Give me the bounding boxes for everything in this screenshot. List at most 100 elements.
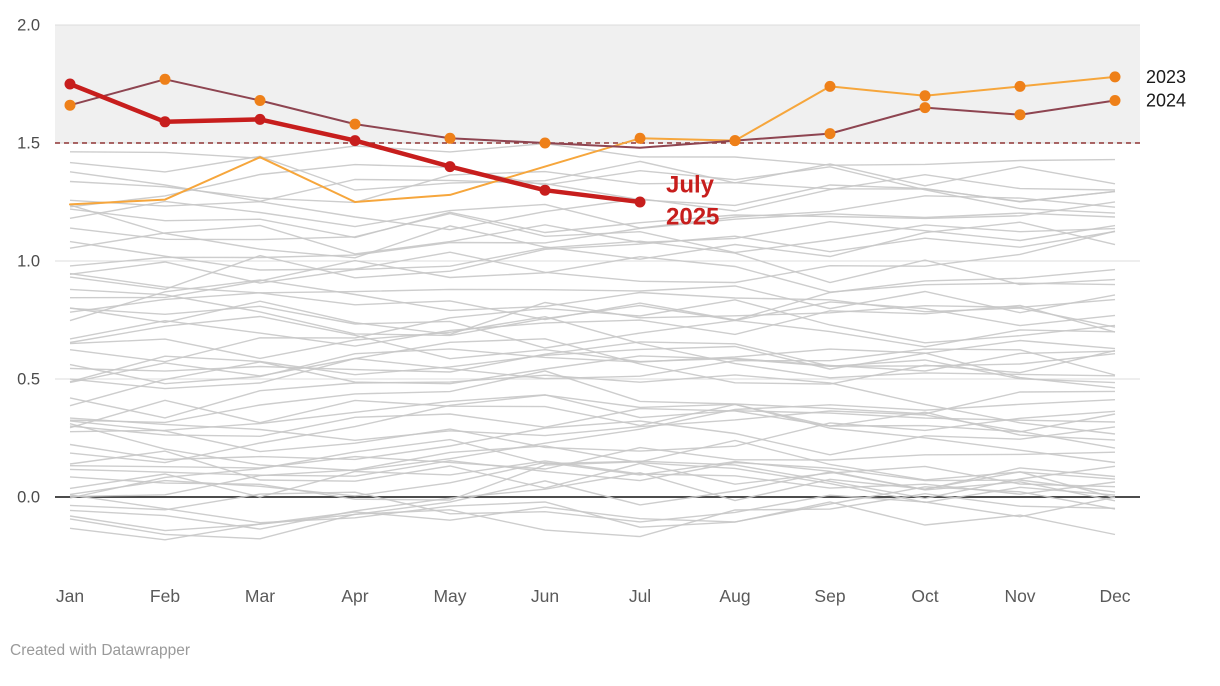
history-line [69, 212, 1116, 267]
month-label-Jul: Jul [629, 586, 651, 606]
history-line [69, 212, 1116, 254]
series-2025-dots [64, 78, 646, 208]
series-2023-dot-Jul [634, 132, 646, 144]
series-2025-dot-Mar [254, 113, 266, 125]
history-line [69, 410, 1116, 453]
y-tick-label-1.5: 1.5 [17, 135, 40, 153]
history-line [69, 315, 1116, 379]
history-line [69, 240, 1116, 286]
history-line [69, 394, 1116, 464]
y-tick-labels: 2.0 1.5 1.0 0.5 0.0 [17, 17, 40, 507]
history-line [69, 471, 1116, 532]
month-label-May: May [433, 586, 466, 606]
history-line [69, 255, 1116, 299]
history-line [69, 220, 1116, 255]
history-line [69, 204, 1116, 260]
series-2024-dot-Feb [159, 73, 171, 85]
history-line [69, 171, 1116, 207]
history-line [69, 304, 1116, 347]
y-tick-label-0.5: 0.5 [17, 371, 40, 389]
series-2024-dot-Jun [539, 137, 551, 149]
month-label-Jan: Jan [56, 586, 84, 606]
history-line [69, 459, 1116, 493]
history-line [69, 394, 1116, 433]
month-label-Mar: Mar [245, 586, 275, 606]
history-line [69, 341, 1116, 373]
history-line [69, 268, 1116, 321]
annotation-line-2: 2025 [666, 204, 719, 231]
month-label-Apr: Apr [341, 586, 368, 606]
datawrapper-credit[interactable]: Created with Datawrapper [10, 642, 191, 659]
month-label-Nov: Nov [1004, 586, 1035, 606]
history-line [69, 410, 1116, 449]
history-line [69, 315, 1116, 372]
month-label-Aug: Aug [719, 586, 750, 606]
annotation-line-1: July [666, 172, 715, 199]
month-label-Feb: Feb [150, 586, 180, 606]
series-2025-dot-Apr [349, 135, 361, 147]
history-line [69, 339, 1116, 383]
y-tick-label-2.0: 2.0 [17, 17, 40, 35]
history-line [69, 438, 1116, 500]
series-2024-dot-Apr [349, 118, 361, 130]
history-line [69, 348, 1116, 384]
history-line [69, 305, 1116, 349]
history-line [69, 230, 1116, 284]
series-2025-dot-May [444, 161, 456, 173]
series-2024-dot-Dec [1109, 95, 1121, 106]
history-line [69, 486, 1116, 541]
series-2025-dot-Jan [64, 78, 76, 90]
history-line [69, 399, 1116, 472]
history-line [69, 374, 1116, 435]
history-lines [69, 142, 1116, 541]
history-line [69, 348, 1116, 389]
above-threshold-band [55, 25, 1140, 143]
history-line [69, 445, 1116, 504]
series-2024-dot-Oct [919, 102, 931, 114]
month-label-Dec: Dec [1099, 586, 1130, 606]
history-line [69, 173, 1116, 231]
annotation-july-2025: July 2025 [666, 172, 719, 231]
series-2025-dot-Jul [634, 196, 646, 208]
history-line [69, 494, 1116, 536]
y-tick-label-1.0: 1.0 [17, 253, 40, 271]
series-2024-dot-Mar [254, 95, 266, 106]
history-line [69, 230, 1116, 291]
history-line [69, 420, 1116, 461]
history-line [69, 460, 1116, 497]
year-label-2024: 2024 [1146, 91, 1186, 111]
history-line [69, 407, 1116, 441]
history-line [69, 155, 1116, 191]
series-2024-dot-May [444, 132, 456, 144]
history-line [69, 439, 1116, 501]
month-label-Oct: Oct [911, 586, 938, 606]
series-2025-dot-Jun [539, 184, 551, 196]
month-label-Sep: Sep [814, 586, 845, 606]
series-2024-dots [64, 73, 1121, 149]
history-line [69, 142, 1116, 166]
history-line [69, 399, 1116, 433]
y-tick-label-0.0: 0.0 [17, 489, 40, 507]
series-2024-dot-Sep [824, 128, 836, 140]
line-chart: 2.0 1.5 1.0 0.5 0.0 2023 2024 July 2025 Jan Feb Mar… [17, 17, 1186, 607]
series-2023-line [69, 75, 1116, 206]
history-line [69, 446, 1116, 470]
history-line [69, 285, 1116, 314]
history-line [69, 298, 1116, 336]
series-2024-line [69, 78, 1116, 149]
series-2023-dot-Nov [1014, 80, 1026, 92]
series-2024-dot-Nov [1014, 109, 1026, 121]
series-2023-dot-Oct [919, 90, 931, 102]
history-line [69, 370, 1116, 424]
month-label-Jun: Jun [531, 586, 559, 606]
month-labels: Jan Feb Mar Apr May Jun Jul Aug Sep Oct Nov Dec [56, 586, 1131, 606]
series-2024-dot-Jan [64, 99, 76, 111]
history-line [69, 279, 1116, 328]
history-line [69, 338, 1116, 390]
history-line [69, 491, 1116, 523]
history-line [69, 195, 1116, 229]
history-line [69, 355, 1116, 407]
series-2023-dot-Dec [1109, 71, 1121, 83]
series-2023-dot-Sep [824, 80, 836, 92]
series-2025-dot-Feb [159, 116, 171, 128]
